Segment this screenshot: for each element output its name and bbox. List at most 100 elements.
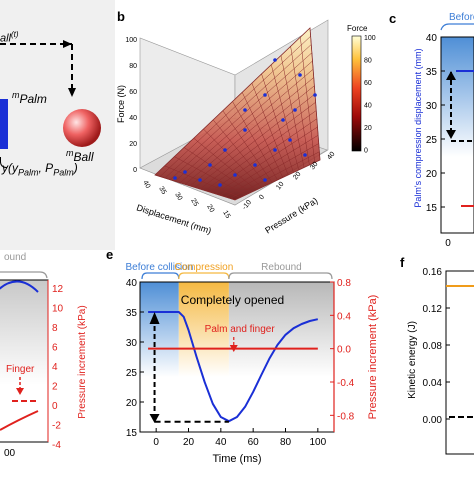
mesh-line (209, 118, 318, 193)
e-y-tick: 20 (126, 398, 138, 409)
colorbar-tick: 60 (364, 80, 372, 87)
b-z-tick: 40 (129, 115, 137, 122)
e-x-tick: 100 (309, 437, 326, 448)
mesh-line (219, 135, 319, 196)
c-y-tick: 25 (426, 135, 438, 146)
colorbar-tick: 0 (364, 148, 368, 155)
c-y-tick: 30 (426, 101, 438, 112)
b-x-ticks: 40 35 30 25 20 15 (141, 180, 231, 220)
b-ylabel: Pressure (kPa) (263, 195, 319, 235)
b-y-tick: 10 (275, 181, 285, 192)
e-phase-regions (140, 282, 334, 377)
measured-point (208, 163, 212, 167)
measured-point (173, 176, 177, 180)
f-y-tick: 0.08 (423, 341, 443, 352)
f-ylabel: Kinetic energy (J) (407, 321, 418, 399)
d-pressure-curve (0, 410, 39, 431)
d-y-tick: 2 (52, 382, 58, 393)
d-y-tick: 8 (52, 323, 58, 334)
colorbar-title: Force (347, 24, 368, 33)
measured-point (281, 118, 285, 122)
e-bracket-compression (178, 272, 230, 280)
e-x-tick: 0 (153, 437, 159, 448)
e-x-tick: 20 (183, 437, 195, 448)
b-x-tick: 25 (189, 198, 199, 208)
e-ylabel-right: Pressure increment (kPa) (367, 295, 379, 420)
panel-e: Before collision Compression Rebound 0 20 40… (102, 247, 387, 474)
e-axes (139, 281, 335, 433)
e-phase-rebound: Rebound (261, 262, 302, 273)
d-y-tick: 10 (52, 304, 64, 315)
mesh-line (271, 64, 299, 171)
c-phase-bracket (440, 23, 474, 31)
b-z-tick: 0 (133, 167, 137, 174)
e-annotations: Completely opened Palm and finger (181, 293, 284, 352)
m-ball-label: mBall (66, 148, 94, 164)
d-ylabel: Pressure increment (kPa) (77, 305, 88, 418)
e-y2-tick: -0.4 (337, 378, 355, 389)
mesh-line (224, 143, 319, 198)
c-y-tick: 35 (426, 67, 438, 78)
e-y-tick: 30 (126, 338, 138, 349)
measured-point (183, 170, 187, 174)
measured-point (263, 178, 267, 182)
b-x-tick: 20 (205, 204, 215, 214)
mesh-line (290, 46, 310, 166)
panel-b-letter: b (117, 9, 125, 24)
ball-trajectory-label: all(t) (0, 30, 19, 45)
panel-b-surface-plot: Force (N) Displacement (mm) Pressure (kP… (116, 19, 376, 236)
e-x-tick: 60 (248, 437, 260, 448)
c-before-region (441, 37, 474, 157)
colorbar-tick: 20 (364, 125, 372, 132)
b-y-tick: 40 (326, 151, 336, 162)
b-x-tick: 35 (157, 186, 167, 196)
e-y-tick: 35 (126, 308, 138, 319)
c-y-tick: 15 (426, 203, 438, 214)
panel-b: Force (N) Displacement (mm) Pressure (kP… (115, 0, 381, 250)
d-y-tick: 12 (52, 284, 64, 295)
arrow-down-icon (149, 414, 160, 423)
measured-point (223, 148, 227, 152)
f-y-tick: 0.12 (423, 304, 443, 315)
c-y-ticks: 40 35 30 25 20 15 (426, 33, 445, 214)
d-x-tick-00: 00 (4, 448, 16, 459)
b-y-tick: -10 (241, 199, 253, 211)
palm-curve-mark (0, 157, 7, 168)
measured-point (288, 138, 292, 142)
e-y-tick: 15 (126, 428, 138, 439)
b-z-ticks: 100 80 60 40 20 0 (125, 37, 137, 174)
f-plot-frame (445, 270, 474, 455)
arrow-down-icon (446, 130, 456, 139)
e-phase-compression: Compression (174, 262, 233, 273)
b-z-tick: 100 (125, 37, 137, 44)
b-y-tick: 20 (292, 171, 302, 182)
c-y-tick: 40 (426, 33, 438, 44)
b-x-tick: 15 (221, 210, 231, 220)
d-phase-bracket (0, 271, 48, 279)
mesh-line (234, 159, 321, 201)
panel-c: 40 35 30 25 20 15 0 Palm's compression displa… (381, 0, 474, 250)
panel-e-letter: e (106, 247, 114, 262)
panel-c-letter: c (389, 11, 397, 26)
panel-f-letter: f (400, 255, 405, 270)
c-y-tick: 20 (426, 169, 438, 180)
e-y2-tick: 0.8 (337, 278, 351, 289)
measured-point (313, 93, 317, 97)
d-rebound-region (0, 280, 48, 385)
e-annotation-palm: Palm and finger (205, 324, 276, 335)
mesh-line (204, 110, 317, 191)
colorbar-tick: 40 (364, 103, 372, 110)
measured-point (243, 108, 247, 112)
panel-d: 12 10 8 6 4 2 0 -2 -4 Pressure increment (kPa) 0… (0, 250, 114, 474)
e-y-tick: 40 (126, 278, 138, 289)
d-displacement-curve (0, 280, 39, 293)
f-y-tick: 0.00 (423, 415, 443, 426)
panel-d-chart: 12 10 8 6 4 2 0 -2 -4 Pressure increment (kPa) 0… (0, 252, 88, 459)
surface-mesh (154, 27, 321, 201)
panel-a: all(t) mPalm mBall y(yPalm, PPalm) (0, 0, 115, 250)
c-ylabel: Palm's compression displacement (mm) (413, 48, 423, 207)
mesh-line (229, 151, 320, 199)
b-z-tick: 20 (129, 141, 137, 148)
d-y-tick: 6 (52, 343, 58, 354)
